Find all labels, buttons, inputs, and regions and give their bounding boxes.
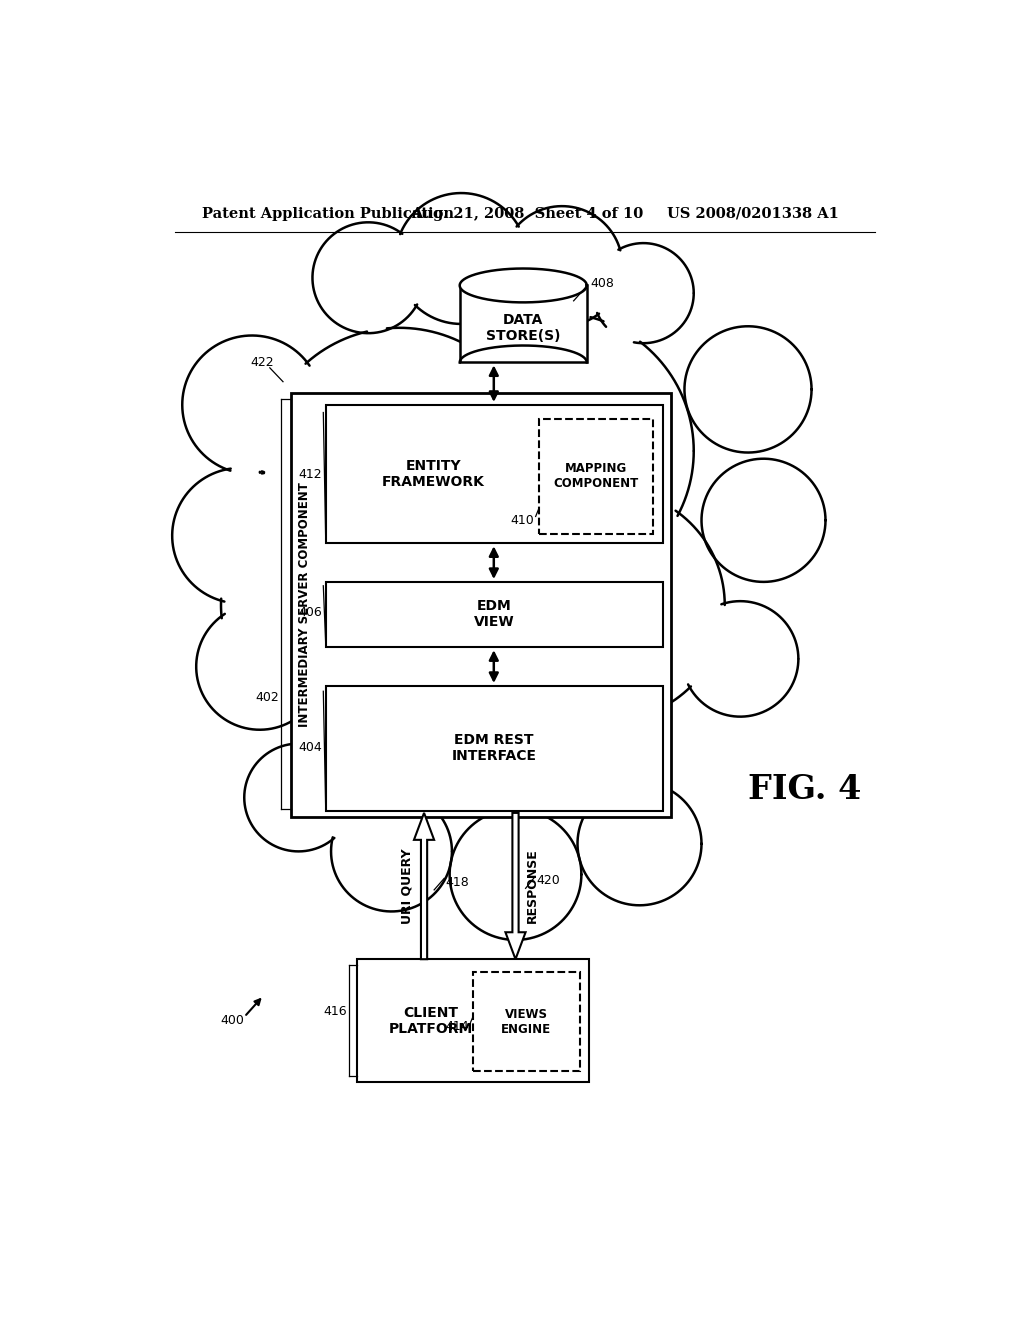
Bar bbox=[291, 393, 671, 817]
Text: RESPONSE: RESPONSE bbox=[526, 849, 539, 924]
Text: Patent Application Publication: Patent Application Publication bbox=[202, 207, 454, 220]
Text: EDM
VIEW: EDM VIEW bbox=[473, 599, 514, 630]
Polygon shape bbox=[460, 268, 587, 302]
Bar bbox=[326, 686, 663, 812]
Text: FIG. 4: FIG. 4 bbox=[748, 774, 861, 807]
Text: 412: 412 bbox=[298, 467, 322, 480]
Text: MAPPING
COMPONENT: MAPPING COMPONENT bbox=[554, 462, 639, 491]
Bar bbox=[473, 973, 580, 1071]
Text: 416: 416 bbox=[324, 1005, 347, 1018]
Text: 418: 418 bbox=[445, 875, 469, 888]
Text: EDM REST
INTERFACE: EDM REST INTERFACE bbox=[452, 733, 537, 763]
Text: 414: 414 bbox=[445, 1020, 469, 1034]
Bar bbox=[460, 285, 587, 363]
Bar bbox=[356, 960, 589, 1082]
Bar bbox=[539, 418, 653, 535]
Text: 406: 406 bbox=[298, 606, 322, 619]
Text: US 2008/0201338 A1: US 2008/0201338 A1 bbox=[667, 207, 839, 220]
Bar bbox=[326, 405, 663, 544]
Text: 402: 402 bbox=[255, 690, 280, 704]
Text: INTERMEDIARY SERVER COMPONENT: INTERMEDIARY SERVER COMPONENT bbox=[298, 483, 311, 727]
Polygon shape bbox=[506, 813, 525, 960]
Text: 404: 404 bbox=[298, 741, 322, 754]
Polygon shape bbox=[414, 813, 434, 960]
Text: 422: 422 bbox=[250, 356, 273, 370]
Text: CLIENT
PLATFORM: CLIENT PLATFORM bbox=[389, 1006, 473, 1036]
Bar bbox=[326, 582, 663, 647]
Text: ENTITY
FRAMEWORK: ENTITY FRAMEWORK bbox=[382, 459, 485, 490]
Text: 410: 410 bbox=[510, 513, 535, 527]
Text: VIEWS
ENGINE: VIEWS ENGINE bbox=[502, 1007, 551, 1036]
Text: DATA
STORE(S): DATA STORE(S) bbox=[486, 313, 560, 343]
Text: 420: 420 bbox=[537, 874, 560, 887]
Text: URI QUERY: URI QUERY bbox=[400, 849, 414, 924]
Text: 408: 408 bbox=[591, 277, 614, 290]
Text: 400: 400 bbox=[221, 1014, 245, 1027]
Text: Aug. 21, 2008  Sheet 4 of 10: Aug. 21, 2008 Sheet 4 of 10 bbox=[411, 207, 643, 220]
